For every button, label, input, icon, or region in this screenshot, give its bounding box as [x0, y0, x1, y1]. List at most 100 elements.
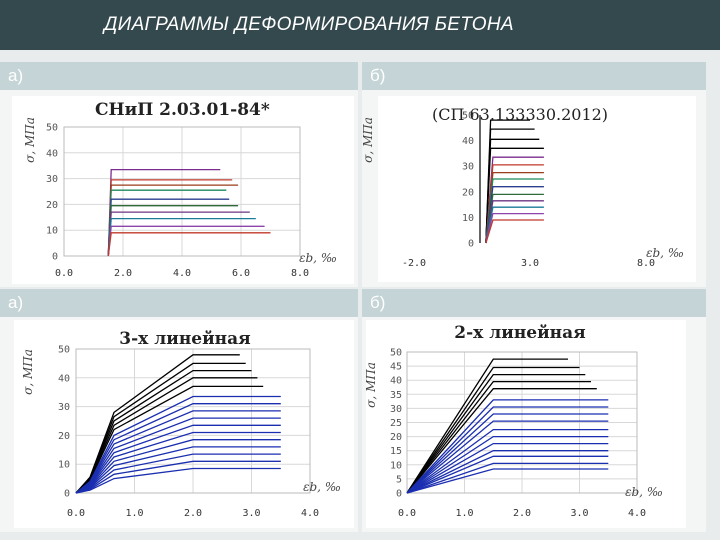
series-line-6 — [107, 205, 239, 257]
x-tick-label: 2.0 — [114, 268, 132, 279]
chart-title: 3-х линейная — [119, 329, 250, 349]
chart-title: СНиП 2.03.01-84* — [95, 100, 270, 120]
y-tick-label: 0 — [468, 239, 474, 250]
series-line-5 — [406, 388, 597, 494]
x-tick-label: 0.0 — [67, 508, 85, 519]
series-line-3 — [406, 373, 586, 494]
y-tick-label: 20 — [58, 431, 70, 442]
y-tick-label: 50 — [46, 123, 58, 134]
chart-title: 2-х линейная — [454, 323, 585, 343]
y-tick-label: 30 — [58, 402, 70, 413]
y-tick-label: 0 — [396, 489, 402, 500]
series-line-3 — [485, 138, 540, 244]
series-line-8 — [485, 178, 544, 244]
y-tick-label: 40 — [462, 136, 474, 147]
x-tick-label: 3.0 — [521, 258, 539, 269]
series-line-12 — [485, 206, 544, 244]
series-line-2 — [75, 362, 246, 494]
y-tick-label: 20 — [390, 432, 402, 443]
chart-2 — [479, 115, 544, 244]
series-line-4 — [406, 380, 591, 494]
series-line-5 — [485, 156, 544, 244]
series-line-2 — [107, 179, 233, 257]
y-tick-label: 50 — [390, 348, 402, 359]
y-axis-label: σ, МПа — [361, 117, 375, 163]
section-header-a-top: а) — [0, 62, 358, 90]
section-header-b-top: б) — [362, 62, 706, 90]
y-tick-label: 40 — [46, 148, 58, 159]
x-axis-label: εb, ‰ — [299, 251, 337, 265]
y-tick-label: 5 — [396, 474, 402, 485]
series-line-16 — [75, 467, 281, 494]
section-label-a-top: а) — [8, 66, 24, 85]
series-line-1 — [406, 358, 568, 494]
x-tick-label: 4.0 — [301, 508, 319, 519]
y-tick-label: 50 — [58, 345, 70, 356]
series-line-10 — [406, 428, 609, 494]
y-tick-label: 35 — [390, 390, 402, 401]
series-line-5 — [107, 198, 230, 257]
chart-4 — [406, 351, 638, 494]
series-line-9 — [485, 186, 544, 244]
x-tick-label: 1.0 — [455, 508, 473, 519]
series-line-8 — [406, 413, 609, 494]
x-tick-label: 2.0 — [513, 508, 531, 519]
y-tick-label: 30 — [390, 404, 402, 415]
series-line-4 — [485, 147, 544, 244]
plot-frame — [406, 351, 638, 494]
y-axis-label: σ, МПа — [23, 117, 37, 163]
x-tick-label: 0.0 — [398, 508, 416, 519]
plot-frame — [63, 126, 301, 257]
x-axis-label: εb, ‰ — [646, 246, 684, 260]
x-axis-label: εb, ‰ — [625, 485, 663, 499]
x-tick-label: 0.0 — [55, 268, 73, 279]
y-tick-label: 45 — [390, 362, 402, 373]
series-line-2 — [406, 366, 580, 494]
y-tick-label: 10 — [46, 226, 58, 237]
x-tick-label: 8.0 — [637, 258, 655, 269]
series-line-10 — [107, 232, 271, 257]
y-tick-label: 20 — [462, 187, 474, 198]
y-tick-label: 25 — [390, 418, 402, 429]
chart-box-2 — [378, 96, 696, 282]
section-label-a-bottom: а) — [8, 293, 24, 312]
slide-title: ДИАГРАММЫ ДЕФОРМИРОВАНИЯ БЕТОНА — [104, 14, 514, 35]
series-line-3 — [107, 184, 239, 257]
x-axis-label: εb, ‰ — [303, 480, 341, 494]
section-header-b-bottom: б) — [362, 289, 706, 317]
series-line-12 — [406, 442, 609, 494]
chart-3 — [75, 348, 311, 494]
x-tick-label: 3.0 — [242, 508, 260, 519]
series-line-7 — [406, 406, 609, 494]
x-tick-label: 3.0 — [570, 508, 588, 519]
y-tick-label: 15 — [390, 446, 402, 457]
y-axis-label: σ, МПа — [21, 349, 35, 395]
x-tick-label: 2.0 — [184, 508, 202, 519]
x-tick-label: 4.0 — [173, 268, 191, 279]
series-line-10 — [485, 193, 544, 244]
y-tick-label: 30 — [462, 162, 474, 173]
series-line-13 — [406, 450, 609, 494]
series-line-15 — [406, 462, 609, 494]
series-line-14 — [485, 219, 544, 244]
y-tick-label: 10 — [58, 460, 70, 471]
series-line-4 — [107, 189, 227, 257]
section-label-b-top: б) — [370, 66, 386, 85]
y-axis-label: σ, МПа — [364, 362, 378, 408]
title-bar: ДИАГРАММЫ ДЕФОРМИРОВАНИЯ БЕТОНА — [0, 0, 720, 50]
series-line-14 — [406, 455, 609, 494]
x-tick-label: 6.0 — [232, 268, 250, 279]
series-line-9 — [406, 420, 609, 494]
section-label-b-bottom: б) — [370, 293, 386, 312]
y-tick-label: 40 — [58, 373, 70, 384]
y-tick-label: 50 — [462, 111, 474, 122]
y-tick-label: 10 — [462, 213, 474, 224]
section-header-a-bottom: а) — [0, 289, 358, 317]
series-line-1 — [107, 168, 221, 257]
y-tick-label: 10 — [390, 460, 402, 471]
y-tick-label: 40 — [390, 376, 402, 387]
series-line-11 — [406, 435, 609, 494]
y-tick-label: 0 — [64, 489, 70, 500]
x-tick-label: 8.0 — [291, 268, 309, 279]
